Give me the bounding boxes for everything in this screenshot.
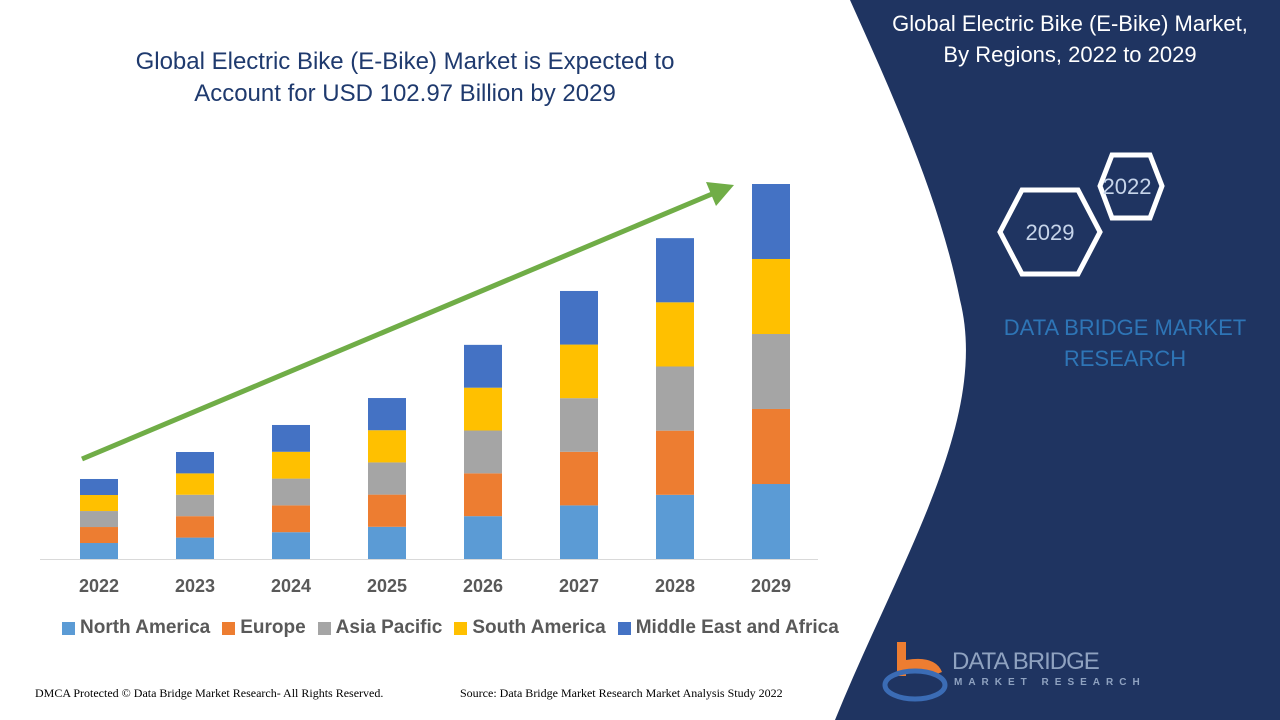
bar-segment-2029-north-america — [752, 484, 790, 559]
bar-segment-2026-north-america — [464, 516, 502, 559]
bar-segment-2029-south-america — [752, 258, 790, 335]
panel-title-line-2: By Regions, 2022 to 2029 — [943, 42, 1197, 67]
x-tick-label: 2027 — [559, 576, 599, 596]
bar-segment-2024-north-america — [272, 532, 310, 559]
bar-segment-2029-europe — [752, 408, 790, 485]
legend-item: Europe — [222, 617, 306, 639]
bar-segment-2028-europe — [656, 430, 694, 495]
footer-source: Source: Data Bridge Market Research Mark… — [460, 686, 783, 700]
logo-icon — [882, 642, 948, 702]
bar-segment-2025-europe — [368, 494, 406, 527]
x-tick-label: 2024 — [271, 576, 311, 596]
bar-segment-2029-middle-east-and-africa — [752, 184, 790, 259]
bar-segment-2026-asia-pacific — [464, 430, 502, 474]
bar-segment-2024-middle-east-and-africa — [272, 424, 310, 452]
legend-swatch — [222, 621, 236, 635]
brand-line-2: RESEARCH — [1063, 346, 1187, 371]
bar-segment-2027-middle-east-and-africa — [560, 290, 598, 345]
bar-segment-2022-north-america — [80, 543, 118, 559]
bar-segment-2025-middle-east-and-africa — [368, 398, 406, 431]
hex-label-2022: 2022 — [1103, 174, 1152, 199]
bar-segment-2024-europe — [272, 505, 310, 533]
chart-title-line-2: Account for USD 102.97 Billion by 2029 — [194, 80, 616, 107]
bar-segment-2022-south-america — [80, 495, 118, 512]
legend-item: South America — [454, 617, 606, 639]
chart-title: Global Electric Bike (E-Bike) Market is … — [100, 46, 710, 110]
bar-segment-2028-middle-east-and-africa — [656, 238, 694, 303]
bar-segment-2023-middle-east-and-africa — [176, 452, 214, 474]
panel-title-line-1: Global Electric Bike (E-Bike) Market, — [892, 11, 1248, 36]
x-tick-label: 2023 — [175, 576, 215, 596]
legend-swatch — [62, 621, 75, 635]
legend: North America Europe Asia Pacific South … — [62, 617, 839, 639]
legend-label: North America — [80, 617, 211, 638]
legend-item: North America — [62, 617, 210, 639]
bar-segment-2025-north-america — [368, 526, 406, 559]
trend-arrow — [81, 182, 734, 462]
bar-segment-2027-north-america — [560, 505, 598, 559]
bar-segment-2029-asia-pacific — [752, 334, 790, 409]
legend-swatch — [317, 621, 331, 635]
legend-label: Asia Pacific — [335, 617, 443, 638]
legend-item: Asia Pacific — [317, 617, 443, 639]
footer-copyright: DMCA Protected © Data Bridge Market Rese… — [35, 686, 384, 700]
bar-segment-2022-asia-pacific — [80, 511, 118, 528]
logo-name: DATA BRIDGE — [952, 648, 1100, 675]
legend-item: Middle East and Africa — [617, 617, 839, 639]
legend-label: South America — [472, 617, 606, 638]
legend-swatch — [617, 621, 631, 635]
hex-label-2029: 2029 — [1026, 220, 1075, 245]
bar-segment-2028-north-america — [656, 494, 694, 559]
hexagon-2029 — [997, 187, 1103, 277]
bar-segment-2023-europe — [176, 516, 214, 538]
x-tick-label: 2028 — [655, 576, 695, 596]
bar-segment-2027-asia-pacific — [560, 398, 598, 452]
panel-title: Global Electric Bike (E-Bike) Market, By… — [870, 8, 1270, 70]
legend-swatch — [454, 621, 468, 635]
bar-segment-2025-asia-pacific — [368, 462, 406, 495]
bar-segment-2023-north-america — [176, 537, 214, 559]
chart-title-line-1: Global Electric Bike (E-Bike) Market is … — [135, 48, 675, 75]
x-tick-label: 2026 — [463, 576, 503, 596]
bar-segment-2024-asia-pacific — [272, 478, 310, 506]
brand-text: DATA BRIDGE MARKET RESEARCH — [985, 312, 1265, 374]
bar-segment-2027-south-america — [560, 344, 598, 399]
bar-segment-2026-europe — [464, 473, 502, 517]
bar-segment-2024-south-america — [272, 451, 310, 479]
right-panel — [835, 0, 1280, 720]
logo-subtitle: MARKET RESEARCH — [954, 677, 1146, 688]
bar-segment-2023-south-america — [176, 473, 214, 495]
bar-segment-2025-south-america — [368, 430, 406, 463]
bar-segment-2022-middle-east-and-africa — [80, 478, 118, 496]
bar-segment-2026-middle-east-and-africa — [464, 344, 502, 388]
legend-label: Middle East and Africa — [635, 617, 839, 638]
bar-segment-2023-asia-pacific — [176, 494, 214, 517]
bar-segment-2028-south-america — [656, 302, 694, 367]
bar-segment-2028-asia-pacific — [656, 366, 694, 431]
x-tick-label: 2025 — [367, 576, 407, 596]
bar-segment-2027-europe — [560, 451, 598, 506]
x-tick-label: 2022 — [79, 576, 119, 596]
legend-label: Europe — [240, 617, 306, 638]
brand-line-1: DATA BRIDGE MARKET — [1003, 315, 1247, 340]
x-tick-label: 2029 — [751, 576, 791, 596]
bar-segment-2026-south-america — [464, 387, 502, 431]
hexagon-2022 — [1097, 152, 1165, 221]
bar-segment-2022-europe — [80, 527, 118, 544]
